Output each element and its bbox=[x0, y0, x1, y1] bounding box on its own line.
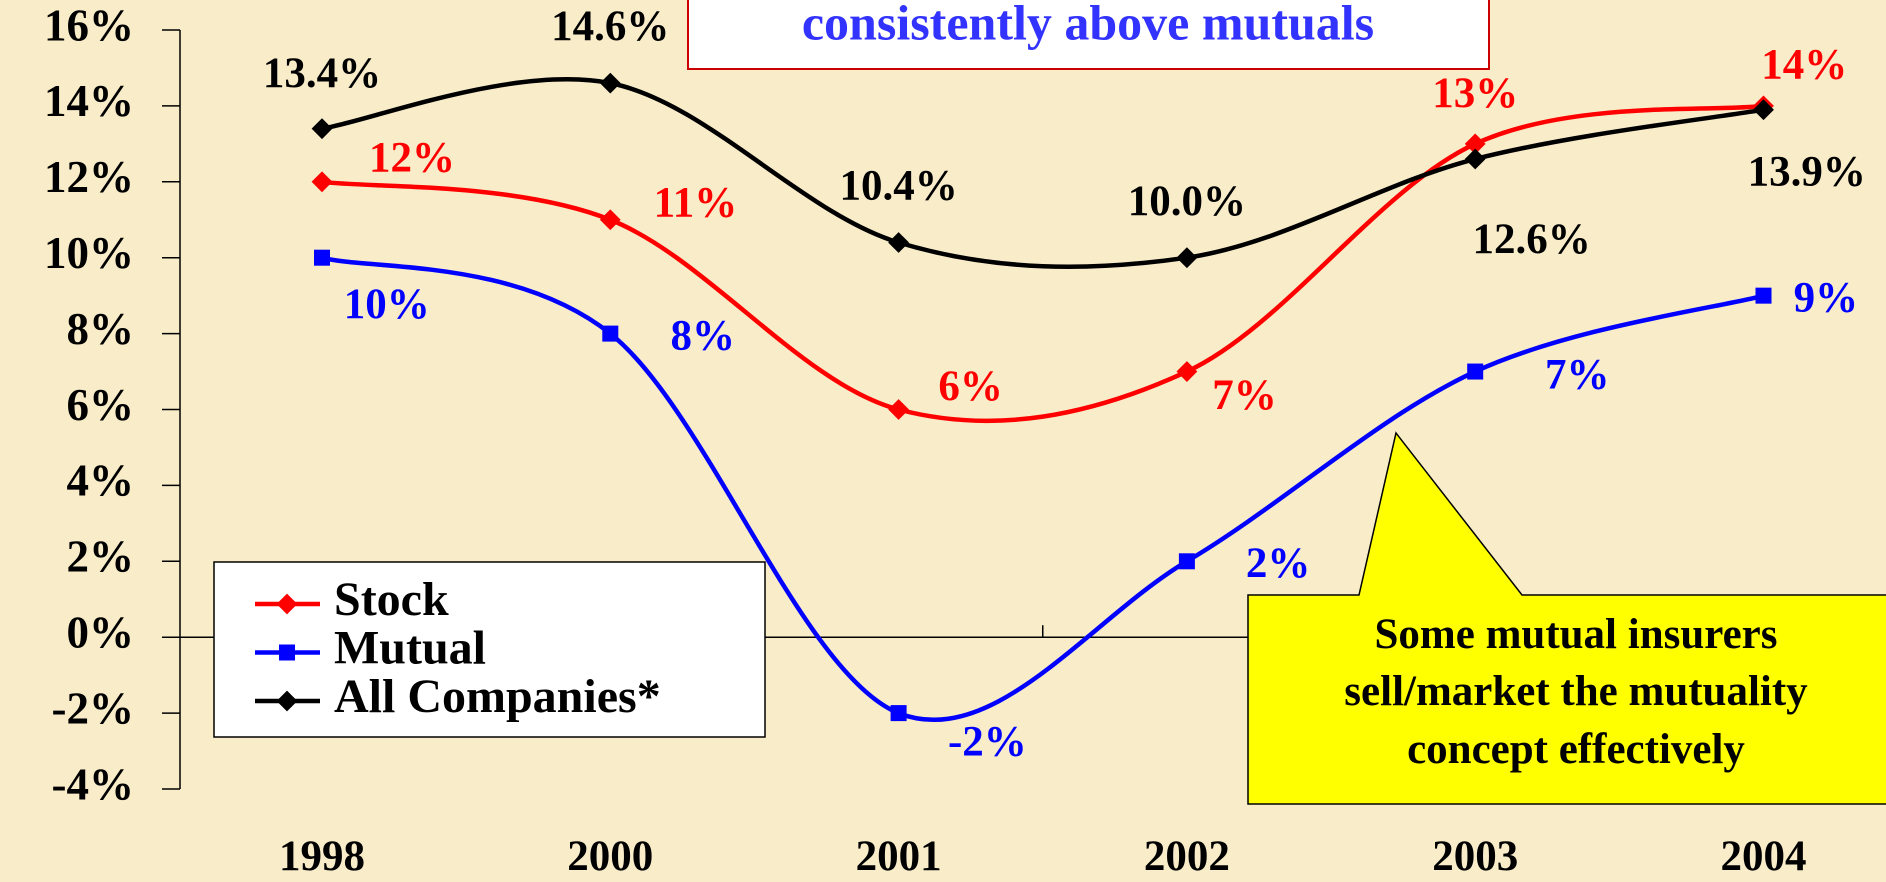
marker bbox=[1464, 133, 1486, 155]
title-box bbox=[687, 0, 1490, 70]
x-tick-label: 2002 bbox=[1144, 833, 1230, 880]
data-label: 13.9% bbox=[1748, 149, 1866, 196]
marker bbox=[599, 209, 621, 231]
y-tick-label: 8% bbox=[67, 304, 135, 354]
series-line bbox=[321, 103, 1764, 423]
data-label: 13.4% bbox=[263, 50, 381, 97]
data-label: 13% bbox=[1432, 70, 1518, 117]
marker bbox=[279, 644, 295, 661]
data-label: 6% bbox=[938, 363, 1003, 410]
marker bbox=[1755, 287, 1772, 304]
y-tick-label: 14% bbox=[44, 76, 134, 126]
data-label: 7% bbox=[1545, 352, 1610, 399]
marker bbox=[1176, 361, 1198, 382]
data-label: 10.4% bbox=[839, 163, 957, 210]
series-line bbox=[321, 77, 1764, 269]
legend-label: All Companies* bbox=[334, 670, 661, 723]
y-tick-label: 6% bbox=[67, 380, 135, 430]
marker bbox=[602, 325, 619, 342]
data-label: 10.0% bbox=[1128, 178, 1246, 225]
data-label: -2% bbox=[948, 718, 1027, 765]
y-tick-label: 10% bbox=[44, 228, 134, 278]
marker bbox=[1178, 553, 1195, 570]
marker bbox=[314, 249, 330, 266]
marker bbox=[1467, 363, 1484, 380]
marker bbox=[311, 171, 333, 193]
legend bbox=[213, 561, 766, 738]
callout bbox=[1247, 431, 1886, 805]
data-label: 14.6% bbox=[551, 3, 669, 50]
y-tick-label: 0% bbox=[67, 608, 135, 658]
marker bbox=[1753, 99, 1774, 121]
marker bbox=[888, 399, 909, 420]
x-tick-label: 2003 bbox=[1432, 833, 1518, 880]
data-label: 8% bbox=[670, 312, 735, 359]
marker bbox=[276, 690, 298, 712]
marker bbox=[888, 232, 909, 253]
series-line bbox=[321, 255, 1765, 722]
y-tick-label: 16% bbox=[44, 0, 134, 50]
data-label: 12.6% bbox=[1472, 216, 1590, 263]
data-label: 11% bbox=[654, 179, 738, 226]
y-tick-label: -4% bbox=[52, 759, 135, 809]
marker bbox=[311, 118, 333, 140]
marker bbox=[1464, 148, 1486, 170]
legend-label: Mutual bbox=[334, 622, 486, 675]
marker bbox=[890, 705, 907, 722]
data-label: 2% bbox=[1246, 540, 1311, 587]
y-tick-label: 2% bbox=[67, 532, 135, 582]
legend-label: Stock bbox=[334, 573, 449, 626]
data-label: 10% bbox=[344, 281, 430, 328]
data-label: 14% bbox=[1761, 42, 1847, 89]
x-tick-label: 2001 bbox=[856, 833, 942, 880]
y-tick-label: 12% bbox=[44, 152, 134, 202]
annotation: Some mutual insurers bbox=[1375, 611, 1778, 658]
x-tick-label: 1998 bbox=[279, 833, 365, 880]
x-tick-label: 2000 bbox=[567, 833, 653, 880]
x-tick-label: 2004 bbox=[1721, 833, 1807, 880]
annotation: sell/market the mutuality bbox=[1344, 668, 1808, 715]
data-label: 9% bbox=[1794, 275, 1859, 322]
y-tick-label: -2% bbox=[52, 683, 135, 733]
data-label: 7% bbox=[1212, 372, 1277, 419]
annotation: concept effectively bbox=[1407, 726, 1745, 773]
chart-title: consistently above mutuals bbox=[802, 0, 1374, 50]
marker bbox=[599, 72, 621, 94]
marker bbox=[1176, 247, 1198, 269]
data-label: 12% bbox=[369, 134, 455, 181]
marker bbox=[276, 593, 298, 615]
y-tick-label: 4% bbox=[67, 456, 135, 506]
